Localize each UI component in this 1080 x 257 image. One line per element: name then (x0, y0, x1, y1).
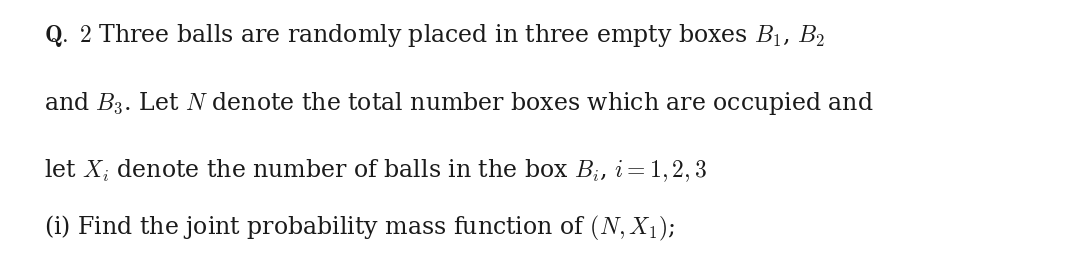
Text: $\mathbf{Q.\ 2}$ Three balls are randomly placed in three empty boxes $B_1$, $B_: $\mathbf{Q.\ 2}$ Three balls are randoml… (44, 22, 824, 49)
Text: let $X_i$ denote the number of balls in the box $B_i$, $i = 1, 2, 3$: let $X_i$ denote the number of balls in … (44, 157, 707, 184)
Text: and $B_3$. Let $N$ denote the total number boxes which are occupied and: and $B_3$. Let $N$ denote the total numb… (44, 90, 874, 117)
Text: (i) Find the joint probability mass function of $(N, X_1)$;: (i) Find the joint probability mass func… (44, 214, 675, 243)
